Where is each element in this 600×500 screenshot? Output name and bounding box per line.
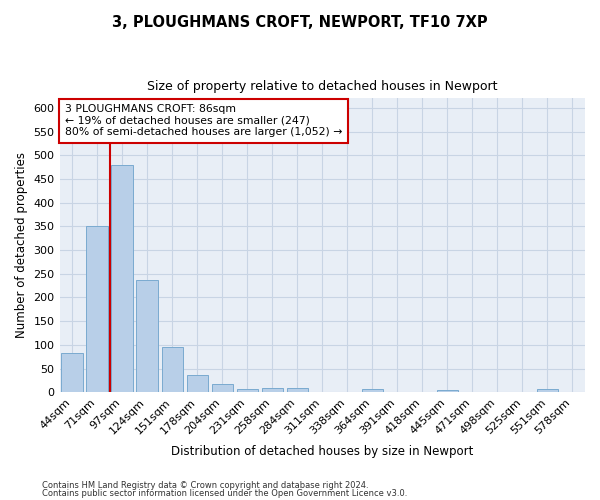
Text: 3, PLOUGHMANS CROFT, NEWPORT, TF10 7XP: 3, PLOUGHMANS CROFT, NEWPORT, TF10 7XP — [112, 15, 488, 30]
Bar — [212, 384, 233, 392]
Y-axis label: Number of detached properties: Number of detached properties — [15, 152, 28, 338]
Bar — [262, 388, 283, 392]
Bar — [236, 388, 258, 392]
Bar — [537, 390, 558, 392]
Text: Contains HM Land Registry data © Crown copyright and database right 2024.: Contains HM Land Registry data © Crown c… — [42, 481, 368, 490]
Bar — [161, 347, 183, 393]
Bar — [362, 389, 383, 392]
Bar — [187, 375, 208, 392]
X-axis label: Distribution of detached houses by size in Newport: Distribution of detached houses by size … — [171, 444, 473, 458]
Bar — [287, 388, 308, 392]
Bar — [437, 390, 458, 392]
Text: 3 PLOUGHMANS CROFT: 86sqm
← 19% of detached houses are smaller (247)
80% of semi: 3 PLOUGHMANS CROFT: 86sqm ← 19% of detac… — [65, 104, 342, 138]
Bar — [61, 353, 83, 393]
Bar — [136, 280, 158, 392]
Text: Contains public sector information licensed under the Open Government Licence v3: Contains public sector information licen… — [42, 488, 407, 498]
Bar — [86, 226, 108, 392]
Title: Size of property relative to detached houses in Newport: Size of property relative to detached ho… — [147, 80, 497, 93]
Bar — [112, 164, 133, 392]
